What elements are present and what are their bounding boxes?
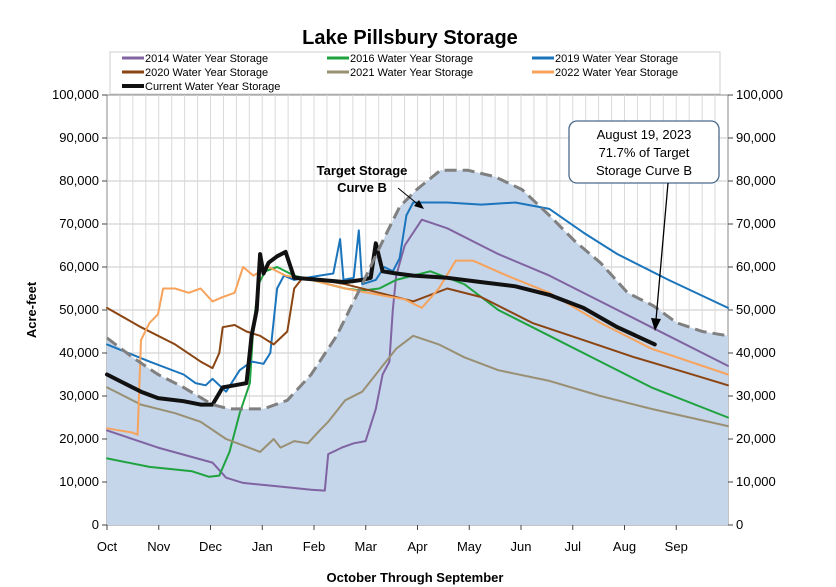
x-axis-ticks: Oct Nov Dec Jan Feb Mar Apr May Jun Jul Aug Sep [97, 525, 688, 554]
y-axis-right-ticks: 0 10,000 20,000 30,000 40,000 50,000 60,000 70,… [728, 87, 783, 532]
y-tick-label-left: 80,000 [59, 173, 99, 188]
target-storage-area [107, 170, 728, 525]
y-tick-label-left: 90,000 [59, 130, 99, 145]
annotation-line1: August 19, 2023 [597, 127, 692, 142]
y-tick-label-right: 0 [736, 517, 743, 532]
y-axis-left-ticks: 0 10,000 20,000 30,000 40,000 50,000 60,000 70,… [52, 87, 107, 532]
legend-label-0: 2014 Water Year Storage [145, 53, 268, 65]
legend-label-4: 2021 Water Year Storage [350, 67, 473, 79]
target-label-line1: Target Storage [317, 163, 408, 178]
legend-label-5: 2022 Water Year Storage [555, 67, 678, 79]
x-tick-label: Nov [147, 539, 171, 554]
y-tick-label-right: 90,000 [736, 130, 776, 145]
y-tick-label-left: 20,000 [59, 431, 99, 446]
chart-title: Lake Pillsbury Storage [302, 27, 518, 49]
target-label-line2: Curve B [337, 180, 387, 195]
target-label-arrowhead [414, 200, 424, 209]
y-tick-label-right: 70,000 [736, 216, 776, 231]
series-line-4 [106, 334, 729, 453]
x-tick-label: May [457, 539, 482, 554]
series-lines [105, 201, 729, 492]
x-tick-label: Jul [564, 539, 581, 554]
legend-label-3: 2020 Water Year Storage [145, 67, 268, 79]
x-tick-label: Sep [665, 539, 688, 554]
y-tick-label-left: 40,000 [59, 345, 99, 360]
annotation-arrowhead [651, 318, 661, 331]
legend-label-1: 2016 Water Year Storage [350, 53, 473, 65]
x-tick-label: Aug [613, 539, 636, 554]
y-tick-label-right: 50,000 [736, 302, 776, 317]
y-tick-label-left: 0 [92, 517, 99, 532]
x-tick-label: Dec [199, 539, 223, 554]
y-axis-title: Acre-feet [24, 281, 39, 338]
x-tick-label: Mar [355, 539, 378, 554]
legend: 2014 Water Year Storage 2016 Water Year S… [109, 51, 721, 95]
annotation-line3: Storage Curve B [596, 163, 692, 178]
y-tick-label-right: 10,000 [736, 474, 776, 489]
x-tick-label: Apr [407, 539, 428, 554]
y-tick-label-left: 60,000 [59, 259, 99, 274]
target-storage-curve-line [106, 168, 729, 411]
x-tick-label: Oct [97, 539, 118, 554]
legend-label-2: 2019 Water Year Storage [555, 53, 678, 65]
series-line-3 [106, 276, 729, 387]
y-tick-label-right: 80,000 [736, 173, 776, 188]
series-line-0 [106, 218, 729, 492]
y-tick-label-right: 60,000 [736, 259, 776, 274]
legend-label-6: Current Water Year Storage [145, 81, 280, 93]
legend-box [109, 51, 721, 95]
target-label-pointer [397, 187, 421, 207]
x-tick-label: Jan [252, 539, 273, 554]
y-tick-label-left: 50,000 [59, 302, 99, 317]
annotation-line2: 71.7% of Target [599, 145, 690, 160]
y-tick-label-left: 10,000 [59, 474, 99, 489]
y-tick-label-left: 70,000 [59, 216, 99, 231]
y-tick-label-right: 30,000 [736, 388, 776, 403]
y-tick-label-left: 30,000 [59, 388, 99, 403]
x-tick-label: Jun [511, 539, 532, 554]
annotation-box [568, 120, 720, 184]
y-tick-label-right: 40,000 [736, 345, 776, 360]
x-axis-title: October Through September [327, 570, 504, 585]
y-tick-label-right: 20,000 [736, 431, 776, 446]
y-tick-label-left: 100,000 [52, 87, 99, 102]
series-line-6 [105, 241, 657, 407]
y-tick-label-right: 100,000 [736, 87, 783, 102]
annotation-pointer [655, 182, 669, 321]
x-tick-label: Feb [303, 539, 325, 554]
